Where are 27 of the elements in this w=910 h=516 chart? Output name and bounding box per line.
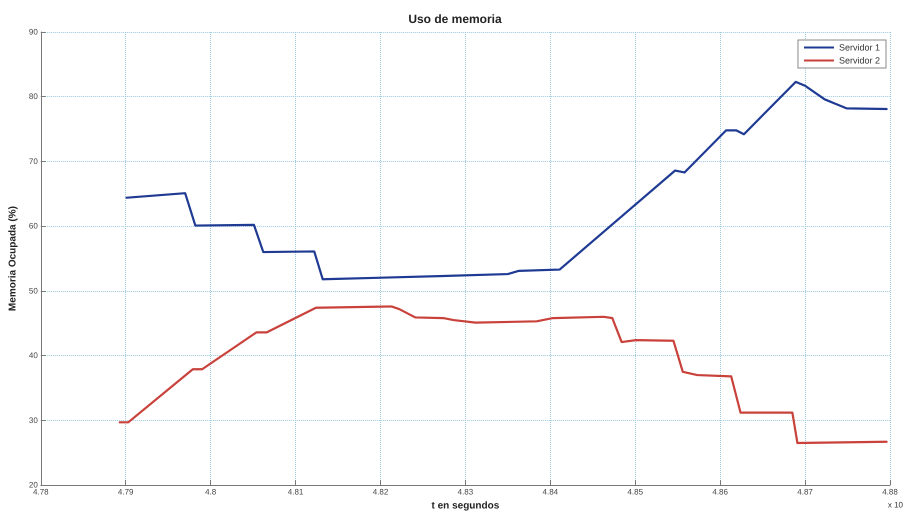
legend-label: Servidor 2 xyxy=(838,56,880,66)
x-tick-label: 4.81 xyxy=(288,488,304,497)
line-series xyxy=(125,80,888,280)
x-tick-label: 4.82 xyxy=(372,488,389,497)
legend-label: Servidor 1 xyxy=(838,42,880,52)
x-tick-label: 4.84 xyxy=(542,488,559,497)
text: x 10 xyxy=(888,500,904,510)
x-tick-label: 4.88 xyxy=(882,488,898,497)
y-tick-label: 50 xyxy=(28,286,38,296)
x-tick-label: 4.85 xyxy=(627,488,644,497)
x-tick-label: 4.86 xyxy=(712,488,728,497)
x-tick-label: 4.83 xyxy=(458,488,474,497)
y-tick-label: 60 xyxy=(28,222,38,231)
y-tick-label: 70 xyxy=(28,156,38,166)
x-tick-label: 4.8 xyxy=(205,488,217,497)
y-axis-title: Memoria Ocupada (%) xyxy=(8,206,18,312)
x-tick-label: 4.87 xyxy=(797,488,814,497)
line-series xyxy=(118,305,888,444)
y-tick-label: 40 xyxy=(28,351,38,360)
chart-title: Uso de memoria xyxy=(408,12,502,26)
y-tick-label: 20 xyxy=(28,480,38,490)
y-tick-label: 90 xyxy=(28,28,38,36)
x-axis-title: t en segundos xyxy=(432,500,500,512)
y-tick-label: 30 xyxy=(28,416,38,425)
x-tick-label: 4.79 xyxy=(118,488,134,497)
x-tick-label: 4.78 xyxy=(33,488,50,497)
y-tick-label: 80 xyxy=(28,92,38,102)
